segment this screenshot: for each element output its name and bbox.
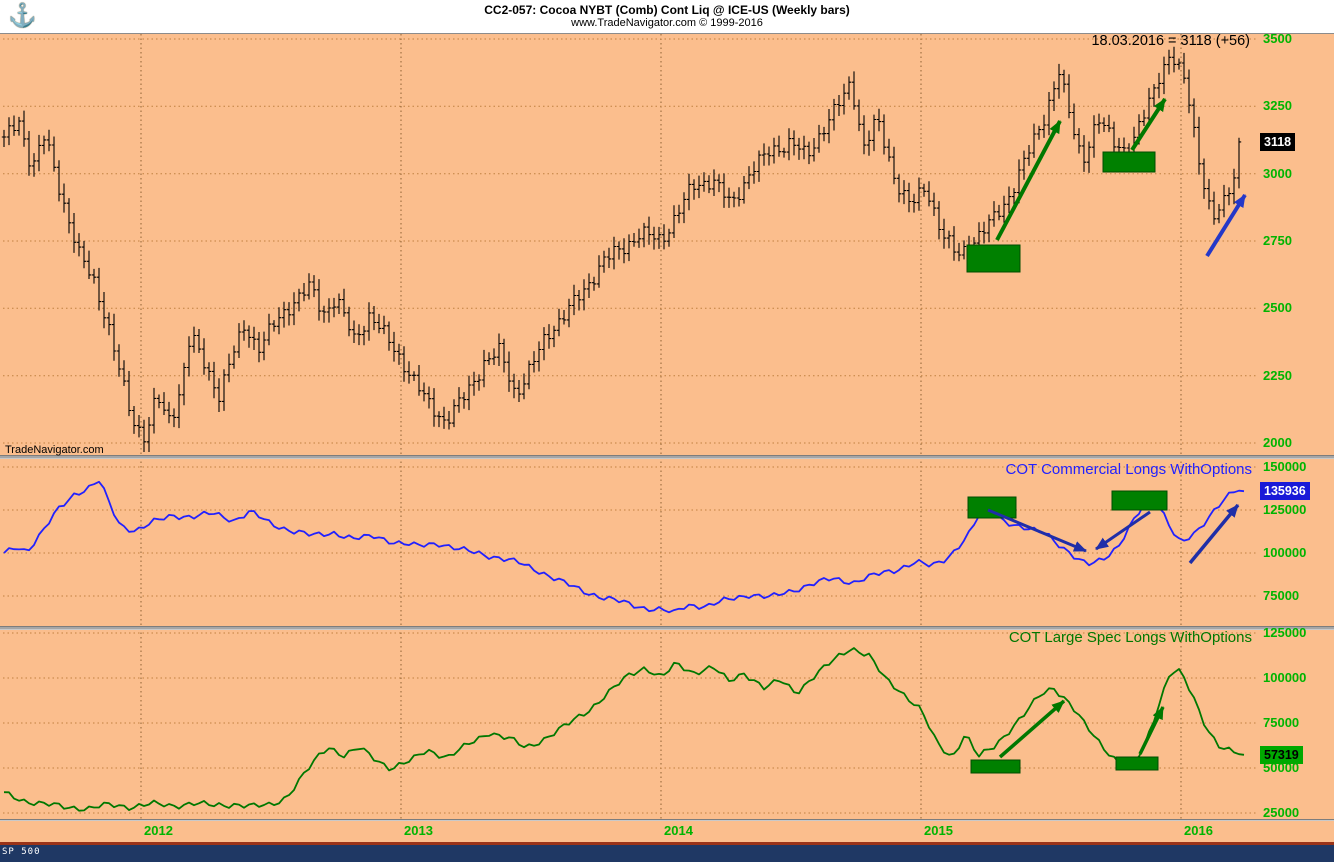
commercial-axis-tick: 75000	[1263, 588, 1300, 603]
panel-splitter-commercial-spec[interactable]	[0, 626, 1334, 630]
annotation-box[interactable]	[1115, 756, 1159, 771]
year-grid-lines	[140, 34, 1182, 819]
annotation-box[interactable]	[1111, 490, 1168, 511]
panel-splitter-price-commercial[interactable]	[0, 455, 1334, 459]
annotation-arrow[interactable]	[995, 120, 1062, 241]
commercial-axis-tick: 125000	[1263, 502, 1307, 517]
annotation-box[interactable]	[970, 759, 1021, 774]
spec-axis-tick: 100000	[1263, 670, 1307, 685]
x-axis: 2012 2013 2014 2015 2016	[0, 822, 1334, 842]
chart-bottom-border	[0, 819, 1334, 821]
x-axis-year-label: 2014	[664, 823, 693, 838]
x-axis-year-label: 2013	[404, 823, 433, 838]
header-separator	[0, 33, 1334, 34]
price-grid-lines	[3, 38, 1257, 814]
annotation-arrow[interactable]	[1130, 97, 1167, 152]
price-last-value-badge: 3118	[1260, 132, 1296, 151]
commercial-axis-tick: 150000	[1263, 459, 1307, 474]
spec-cot-line	[3, 647, 1245, 812]
x-axis-year-label: 2016	[1184, 823, 1213, 838]
annotation-arrow[interactable]	[998, 699, 1066, 759]
price-axis-tick: 2000	[1263, 435, 1292, 450]
spec-last-value-badge: 57319	[1260, 745, 1303, 764]
commercial-last-value-badge: 135936	[1260, 482, 1310, 501]
chart-subtitle: www.TradeNavigator.com © 1999-2016	[571, 17, 763, 29]
price-axis-tick: 3500	[1263, 31, 1292, 46]
commercial-panel-label: COT Commercial Longs WithOptions	[1005, 461, 1252, 478]
spec-axis-tick: 75000	[1263, 715, 1300, 730]
annotation-box[interactable]	[967, 496, 1017, 519]
annotation-arrow[interactable]	[1205, 193, 1247, 258]
annotation-box[interactable]	[1102, 151, 1156, 173]
taskbar-item-sp500[interactable]: SP 500	[2, 847, 41, 857]
spec-panel-label: COT Large Spec Longs WithOptions	[1008, 629, 1252, 646]
x-axis-year-label: 2015	[924, 823, 953, 838]
anchor-icon: ⚓	[8, 2, 37, 28]
price-axis-tick: 2500	[1263, 300, 1292, 316]
price-axis-tick: 3000	[1263, 165, 1292, 181]
price-axis-tick: 3250	[1263, 98, 1292, 114]
spec-axis-tick: 125000	[1263, 625, 1307, 640]
annotation-arrow[interactable]	[987, 508, 1087, 553]
price-axis-tick: 2250	[1263, 367, 1292, 383]
commercial-axis-tick: 100000	[1263, 545, 1307, 560]
commercial-cot-line	[3, 480, 1245, 614]
chart-header: ⚓ CC2-057: Cocoa NYBT (Comb) Cont Liq @ …	[0, 0, 1334, 33]
window-bottom-border	[0, 842, 1334, 845]
chart-title: CC2-057: Cocoa NYBT (Comb) Cont Liq @ IC…	[484, 3, 850, 17]
spec-axis-tick: 25000	[1263, 805, 1300, 820]
annotation-arrow[interactable]	[1138, 706, 1165, 755]
price-ohlc-bars	[1, 46, 1242, 452]
last-quote-annotation: 18.03.2016 = 3118 (+56)	[1091, 33, 1250, 49]
annotation-box[interactable]	[966, 244, 1021, 273]
taskbar[interactable]: SP 500	[0, 845, 1334, 862]
annotation-arrow[interactable]	[1188, 503, 1240, 565]
tradenavigator-watermark: TradeNavigator.com	[5, 444, 104, 456]
x-axis-year-label: 2012	[144, 823, 173, 838]
price-axis-tick: 2750	[1263, 233, 1292, 248]
annotation-arrow[interactable]	[1095, 510, 1151, 551]
